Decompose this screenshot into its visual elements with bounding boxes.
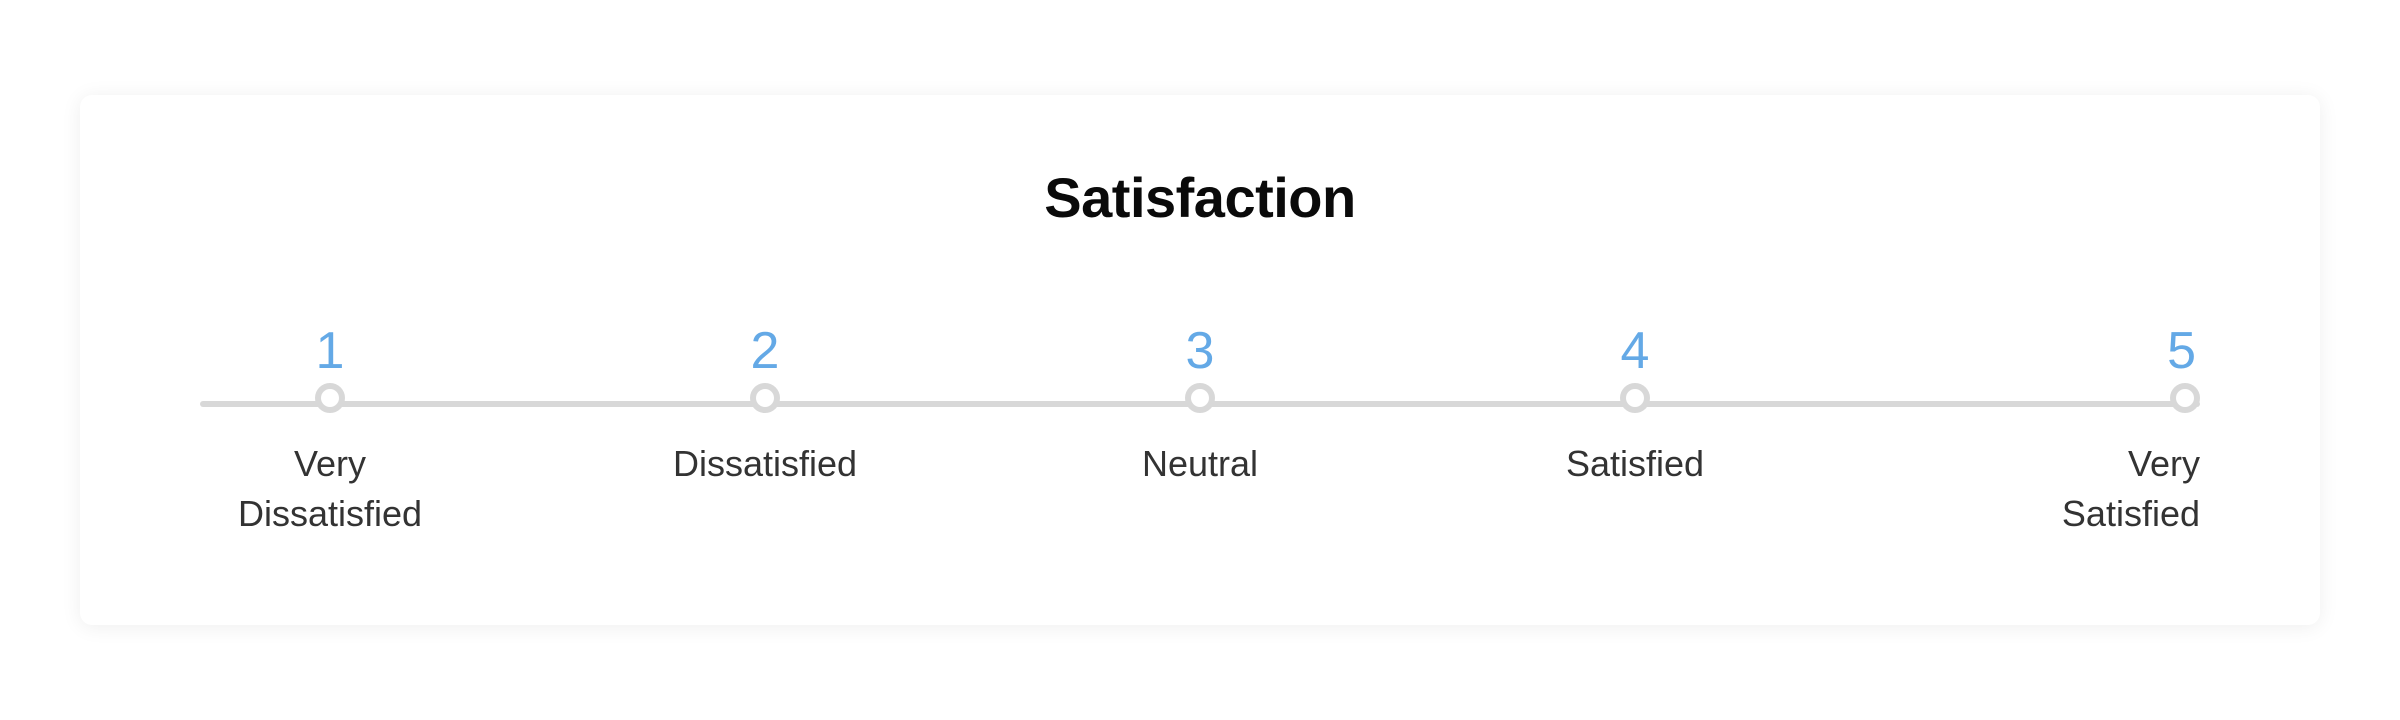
scale-option-4[interactable]: 4 Satisfied	[1505, 325, 1765, 489]
scale-option-3[interactable]: 3 Neutral	[1070, 325, 1330, 489]
scale-number: 2	[751, 325, 780, 377]
satisfaction-card: Satisfaction 1 Very Dissatisfied 2 Dissa…	[80, 95, 2320, 626]
scale-dot	[750, 383, 780, 413]
scale-dot	[1185, 383, 1215, 413]
scale-dot	[2170, 383, 2200, 413]
scale-option-5[interactable]: 5 Very Satisfied	[1940, 325, 2200, 540]
scale-label: Neutral	[1142, 439, 1258, 489]
scale-option-1[interactable]: 1 Very Dissatisfied	[200, 325, 460, 540]
likert-scale: 1 Very Dissatisfied 2 Dissatisfied 3 Neu…	[200, 325, 2200, 540]
scale-label: Satisfied	[1566, 439, 1704, 489]
scale-label: Very Satisfied	[2062, 439, 2200, 540]
scale-number: 4	[1621, 325, 1650, 377]
card-title: Satisfaction	[200, 165, 2200, 230]
scale-option-2[interactable]: 2 Dissatisfied	[635, 325, 895, 489]
scale-label: Very Dissatisfied	[238, 439, 422, 540]
scale-number: 5	[2167, 325, 2196, 377]
scale-dot	[1620, 383, 1650, 413]
scale-label: Dissatisfied	[673, 439, 857, 489]
scale-number: 1	[316, 325, 345, 377]
scale-dot	[315, 383, 345, 413]
scale-number: 3	[1186, 325, 1215, 377]
